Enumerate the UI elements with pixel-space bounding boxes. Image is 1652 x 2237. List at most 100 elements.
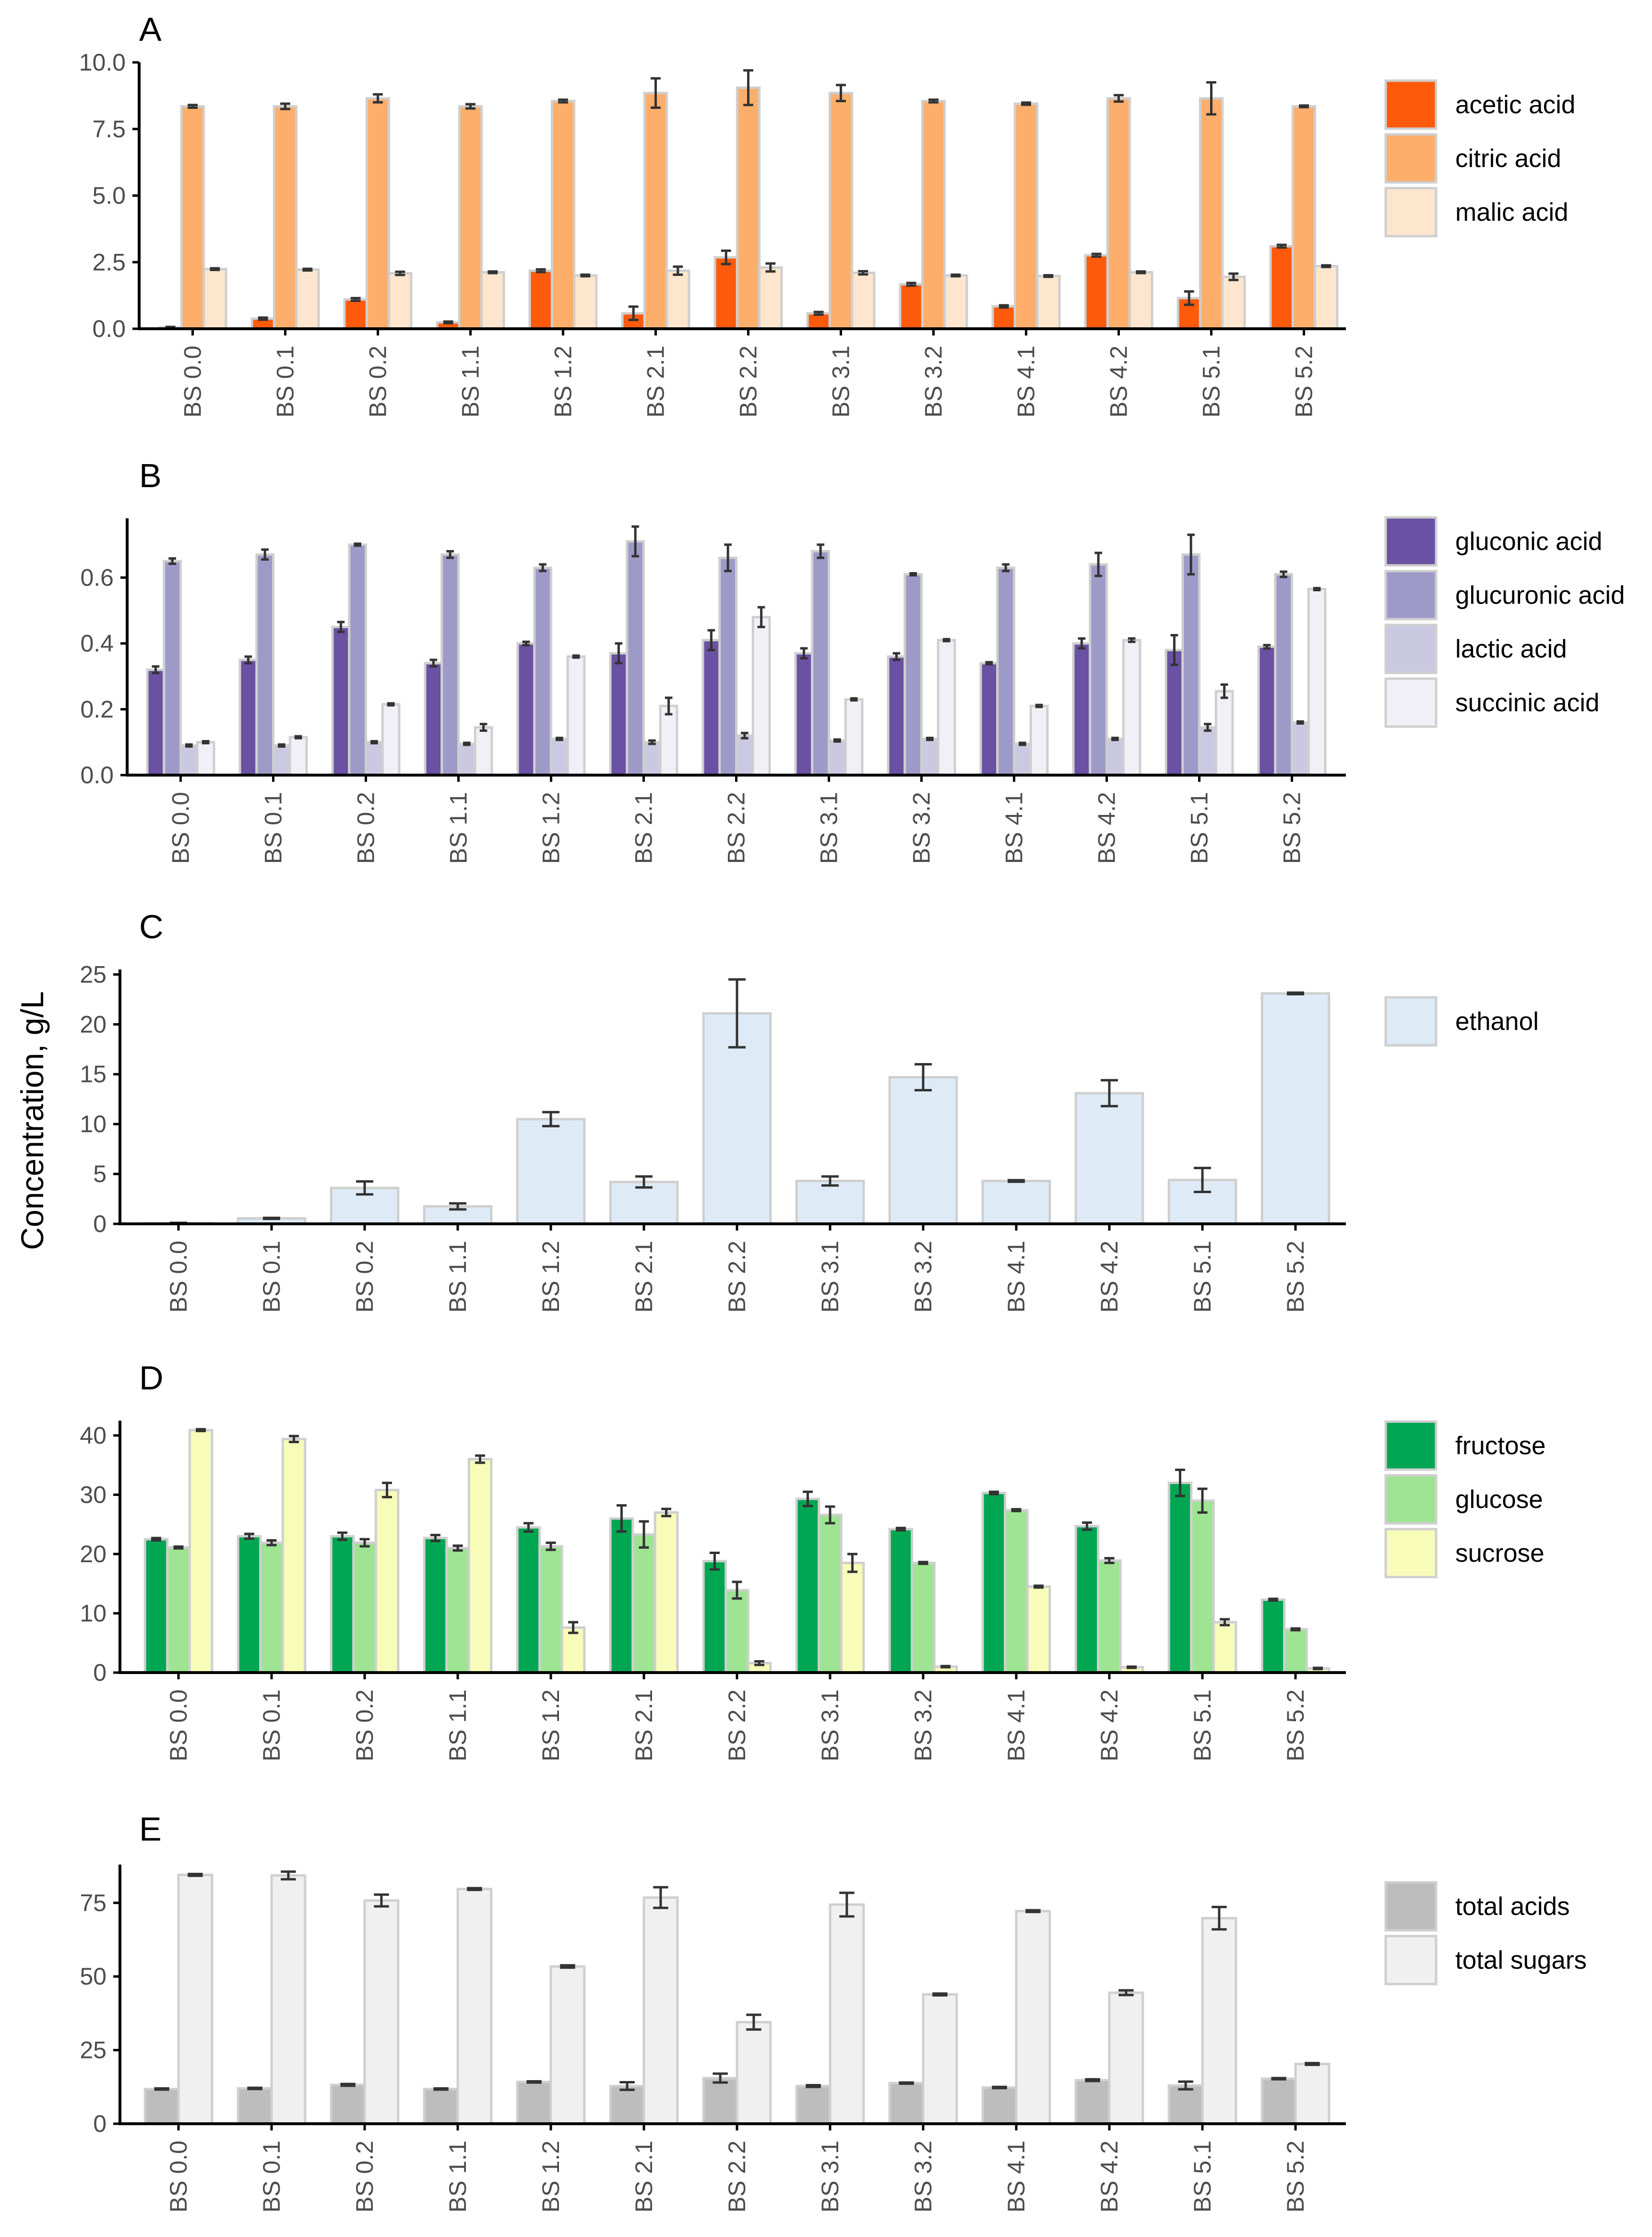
legend-label: malic acid	[1455, 198, 1569, 227]
error-bar	[247, 2086, 262, 2091]
x-tick-label: BS 0.2	[365, 346, 392, 418]
error-bar	[1104, 1557, 1115, 1564]
bar-lactic-acid-BS-4-1	[1013, 742, 1032, 777]
error-bar	[479, 723, 487, 732]
error-bar	[806, 2084, 821, 2088]
error-bar	[988, 1490, 999, 1495]
bar-sucrose-BS-1-1	[467, 1458, 493, 1674]
error-bar	[373, 93, 383, 104]
y-tick-label: 7.5	[92, 116, 126, 143]
x-tick-label: BS 5.1	[1198, 346, 1225, 418]
error-bar	[1287, 991, 1304, 996]
bar-sucrose-BS-2-1	[654, 1511, 679, 1674]
bar-acetic-acid-BS-1-2	[528, 269, 553, 330]
error-bar	[847, 1553, 858, 1573]
error-bar	[1035, 704, 1043, 708]
bar-total-sugars-BS-0-0	[177, 1873, 214, 2125]
bar-gluconic-acid-BS-5-1	[1165, 648, 1184, 777]
error-bar	[757, 606, 765, 628]
x-tick-label: BS 0.0	[165, 1241, 192, 1313]
bar-total-acids-BS-4-2	[1074, 2079, 1111, 2125]
bar-fructose-BS-1-2	[516, 1526, 541, 1674]
x-tick-label: BS 4.2	[1105, 346, 1132, 418]
bar-fructose-BS-4-2	[1074, 1525, 1100, 1674]
bar-malic-acid-BS-0-2	[388, 272, 413, 330]
error-bar	[1118, 1989, 1134, 1997]
bar-fructose-BS-0-0	[143, 1538, 169, 1674]
error-bar	[337, 621, 345, 634]
error-bar	[560, 1964, 575, 1969]
error-bar	[1187, 533, 1195, 576]
bar-malic-acid-BS-3-1	[851, 271, 876, 330]
bar-glucuronic-acid-BS-3-1	[811, 550, 831, 777]
x-tick-label: BS 3.2	[908, 792, 935, 864]
legend-label: sucrose	[1455, 1539, 1545, 1567]
error-bar	[1002, 563, 1010, 573]
error-bar	[1194, 1167, 1211, 1193]
error-bar	[210, 267, 220, 271]
error-bar	[615, 642, 623, 665]
error-bar	[1296, 720, 1304, 725]
error-bar	[928, 98, 939, 104]
bar-total-acids-BS-0-0	[143, 2088, 180, 2125]
error-bar	[1178, 2080, 1193, 2091]
x-tick-label: BS 3.1	[828, 346, 855, 418]
x-tick-label: BS 4.2	[1096, 1241, 1123, 1313]
bar-glucose-BS-2-1	[631, 1533, 656, 1674]
error-bar	[1025, 1909, 1041, 1914]
x-tick-label: BS 5.1	[1186, 792, 1213, 864]
error-bar	[648, 739, 656, 745]
panel-e: E 0 25 50 75 BS 0.0 BS 0.1 BS 0.2 BS 1.1 BS 1.2 BS…	[80, 1810, 1587, 2213]
y-tick-label: 10	[80, 1600, 107, 1627]
bar-citric-acid-BS-0-0	[180, 105, 205, 330]
error-bar	[899, 2081, 914, 2085]
error-bar	[526, 2080, 542, 2084]
error-bar	[1082, 1521, 1092, 1531]
bar-total-sugars-BS-5-1	[1201, 1917, 1237, 2125]
bar-glucuronic-acid-BS-4-2	[1089, 563, 1108, 777]
error-bar	[1268, 1597, 1278, 1602]
bar-gluconic-acid-BS-0-2	[331, 625, 351, 777]
error-bar	[1111, 736, 1119, 742]
x-tick-label: BS 0.0	[167, 792, 194, 864]
legend-label: total sugars	[1455, 1946, 1587, 1974]
bar-glucose-BS-5-2	[1283, 1628, 1308, 1674]
x-tick-label: BS 5.2	[1282, 1241, 1309, 1313]
x-tick-label: BS 2.2	[724, 1241, 750, 1313]
legend-key-ethanol	[1384, 996, 1438, 1047]
error-bar	[196, 1428, 206, 1433]
bar-succinic-acid-BS-5-2	[1307, 587, 1327, 777]
error-bar	[1321, 264, 1331, 268]
error-bar	[1043, 274, 1054, 278]
x-tick-label: BS 0.1	[260, 792, 287, 864]
y-tick-label: 0	[93, 2110, 107, 2137]
error-bar	[465, 103, 475, 110]
error-bar	[1078, 637, 1086, 650]
error-bar	[340, 2082, 356, 2087]
error-bar	[1011, 1508, 1022, 1512]
legend-label: glucose	[1455, 1485, 1543, 1514]
bar-glucose-BS-3-2	[911, 1561, 936, 1674]
error-bar	[546, 1541, 556, 1551]
bar-citric-acid-BS-2-2	[736, 86, 761, 330]
bar-gluconic-acid-BS-2-2	[701, 639, 721, 777]
x-tick-label: BS 0.0	[165, 1689, 192, 1761]
legend-label: ethanol	[1455, 1007, 1539, 1036]
x-tick-label: BS 3.1	[817, 2141, 844, 2213]
bar-glucose-BS-2-2	[725, 1589, 749, 1674]
bar-total-acids-BS-1-2	[516, 2081, 552, 2125]
bar-succinic-acid-BS-3-1	[844, 698, 864, 777]
bar-succinic-acid-BS-0-2	[381, 703, 401, 777]
error-bar	[542, 1111, 559, 1127]
x-tick-label: BS 4.2	[1096, 2141, 1123, 2213]
x-tick-label: BS 0.0	[179, 346, 206, 418]
legend-key-glucuronic-acid	[1384, 570, 1438, 621]
y-tick-label: 2.5	[92, 249, 126, 275]
error-bar	[1313, 586, 1321, 592]
error-bar	[173, 1545, 184, 1550]
bar-malic-acid-BS-0-0	[202, 268, 227, 330]
bar-glucose-BS-5-1	[1190, 1499, 1215, 1674]
bar-fructose-BS-0-1	[237, 1535, 262, 1674]
error-bar	[631, 525, 639, 558]
x-tick-label: BS 3.1	[817, 1241, 844, 1313]
